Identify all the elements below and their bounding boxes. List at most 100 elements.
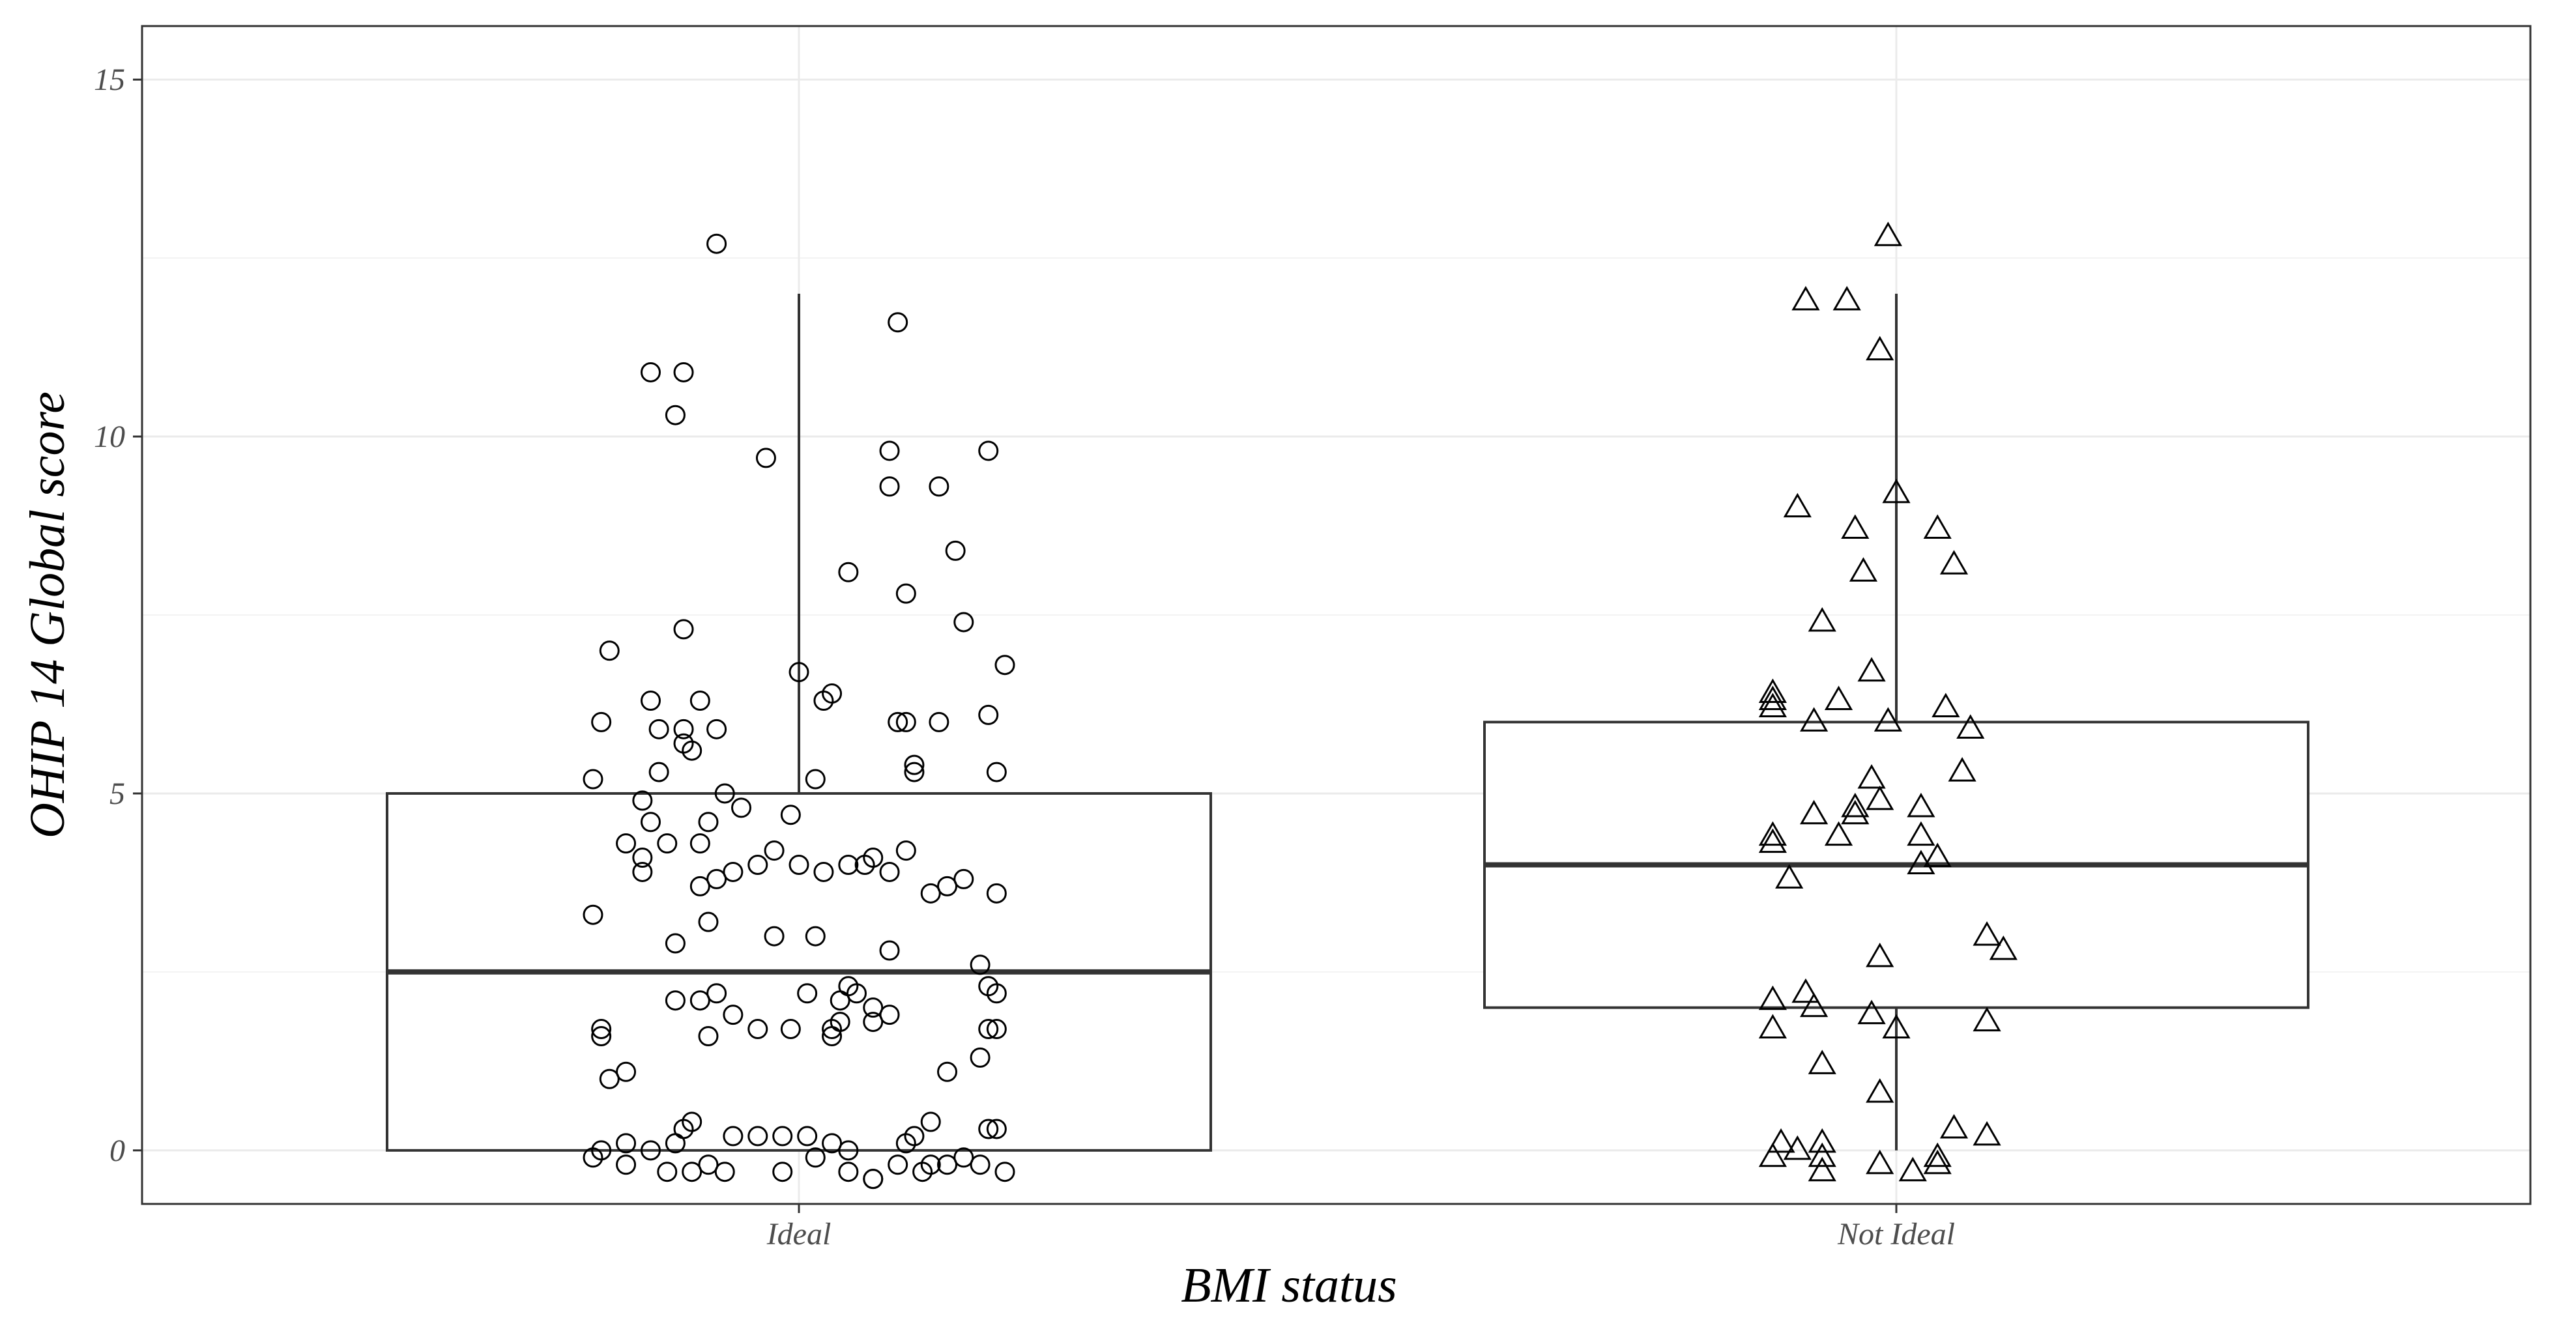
x-tick-label: Ideal xyxy=(766,1217,832,1251)
data-point-circle xyxy=(986,883,1007,904)
data-point-triangle xyxy=(1866,942,1894,967)
data-point-triangle xyxy=(1824,821,1853,846)
data-point-circle xyxy=(706,719,727,739)
data-point-circle xyxy=(673,719,694,739)
data-point-triangle xyxy=(1866,1078,1894,1103)
data-point-triangle xyxy=(1767,1128,1795,1153)
data-point-circle xyxy=(970,954,991,975)
data-point-circle xyxy=(665,1133,686,1154)
jitter-points xyxy=(583,222,2018,1190)
data-point-circle xyxy=(640,690,661,711)
x-tick-label: Not Ideal xyxy=(1837,1217,1955,1251)
data-point-circle xyxy=(789,855,809,876)
data-point-circle xyxy=(632,848,653,868)
data-point-circle xyxy=(945,540,966,561)
data-point-circle xyxy=(895,1133,916,1154)
boxplot-ideal xyxy=(386,293,1212,1152)
data-point-circle xyxy=(863,997,884,1018)
data-point-circle xyxy=(599,640,620,661)
data-point-triangle xyxy=(1973,1007,2001,1032)
data-point-triangle xyxy=(1939,1113,1969,1139)
data-point-triangle xyxy=(1808,1142,1836,1167)
data-point-triangle xyxy=(1841,799,1870,825)
data-point-circle xyxy=(616,833,637,854)
data-point-circle xyxy=(895,711,916,732)
data-point-circle xyxy=(895,583,916,604)
data-point-circle xyxy=(986,1019,1007,1040)
data-point-circle xyxy=(986,762,1007,782)
data-point-triangle xyxy=(1973,921,2001,946)
data-point-triangle xyxy=(1923,1149,1952,1175)
data-point-triangle xyxy=(1800,799,1829,825)
data-point-circle xyxy=(689,833,710,854)
data-point-circle xyxy=(657,833,678,854)
panel-border xyxy=(141,25,2532,1205)
boxplots xyxy=(386,293,2309,1152)
data-point-circle xyxy=(764,926,785,947)
data-point-circle xyxy=(797,1126,818,1147)
data-point-circle xyxy=(888,312,908,333)
data-point-circle xyxy=(797,983,818,1004)
data-point-circle xyxy=(747,1019,768,1040)
data-point-triangle xyxy=(1956,714,1985,739)
data-point-circle xyxy=(888,1154,908,1175)
data-point-circle xyxy=(904,762,925,782)
data-point-triangle xyxy=(1824,685,1853,710)
data-point-circle xyxy=(682,1162,702,1182)
data-point-circle xyxy=(978,440,999,461)
y-tick-label: 5 xyxy=(109,777,125,811)
data-point-triangle xyxy=(1939,550,1969,575)
data-point-triangle xyxy=(1857,764,1886,789)
data-point-triangle xyxy=(1948,757,1976,782)
data-point-circle xyxy=(591,1025,612,1046)
data-point-circle xyxy=(723,1126,744,1147)
data-point-circle xyxy=(698,1154,719,1175)
data-point-triangle xyxy=(1857,657,1886,682)
data-point-circle xyxy=(953,1147,974,1168)
data-point-circle xyxy=(682,1111,702,1132)
data-point-circle xyxy=(838,1140,859,1161)
data-point-circle xyxy=(863,1169,884,1190)
data-point-triangle xyxy=(1800,707,1829,732)
data-point-circle xyxy=(632,861,653,882)
data-point-circle xyxy=(689,690,710,711)
data-point-triangle xyxy=(1973,1121,2001,1146)
data-point-circle xyxy=(953,612,974,633)
data-point-circle xyxy=(805,926,826,947)
data-point-triangle xyxy=(1758,1142,1787,1167)
x-axis-title: BMI status xyxy=(1181,1258,1397,1313)
data-point-triangle xyxy=(1898,1156,1927,1182)
data-point-circle xyxy=(929,476,949,497)
data-point-circle xyxy=(986,1119,1007,1139)
data-point-circle xyxy=(723,1005,744,1025)
data-point-circle xyxy=(640,812,661,833)
data-point-circle xyxy=(632,790,653,811)
data-point-circle xyxy=(640,1140,661,1161)
data-point-circle xyxy=(772,1162,793,1182)
data-point-circle xyxy=(772,1126,793,1147)
data-point-circle xyxy=(640,362,661,382)
data-point-triangle xyxy=(1866,785,1894,810)
data-point-triangle xyxy=(1882,1014,1911,1039)
data-point-triangle xyxy=(1841,792,1870,818)
y-tick-label: 0 xyxy=(109,1134,125,1168)
data-point-circle xyxy=(978,704,999,725)
data-point-triangle xyxy=(1907,850,1935,875)
data-point-circle xyxy=(994,1162,1015,1182)
data-point-circle xyxy=(813,690,834,711)
data-point-circle xyxy=(838,1162,859,1182)
data-point-triangle xyxy=(1907,821,1935,846)
data-point-circle xyxy=(888,711,908,732)
data-point-circle xyxy=(755,448,776,468)
data-point-circle xyxy=(978,1019,999,1040)
data-point-circle xyxy=(920,883,941,904)
axes: 0 5 10 15 Ideal Not Ideal xyxy=(94,63,1955,1251)
data-point-circle xyxy=(895,840,916,861)
data-point-circle xyxy=(583,904,603,925)
data-point-circle xyxy=(879,1005,900,1025)
data-point-circle xyxy=(904,754,925,775)
data-point-circle xyxy=(937,1154,958,1175)
data-point-circle xyxy=(789,662,809,683)
data-point-circle xyxy=(994,655,1015,676)
